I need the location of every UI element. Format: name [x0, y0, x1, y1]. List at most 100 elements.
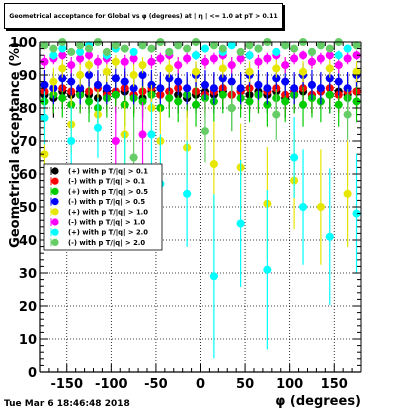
- data-point: [49, 51, 58, 60]
- data-point: [76, 47, 85, 56]
- legend-label: (-) with p T/|q| > 0.1: [68, 178, 145, 187]
- data-point: [209, 54, 218, 63]
- data-point: [209, 41, 218, 50]
- data-point: [40, 57, 49, 66]
- data-point: [218, 64, 227, 73]
- data-point: [325, 44, 334, 53]
- data-point: [343, 110, 352, 119]
- data-point: [209, 84, 218, 93]
- data-point: [290, 84, 299, 93]
- data-point: [120, 77, 129, 86]
- legend-label: (+) with p T/|q| > 0.5: [68, 188, 148, 197]
- data-point: [227, 41, 236, 50]
- data-point: [147, 130, 156, 139]
- data-point: [102, 67, 111, 76]
- legend-marker: [51, 228, 59, 236]
- data-point: [49, 77, 58, 86]
- x-tick-label: 150: [321, 377, 348, 392]
- data-point: [40, 113, 49, 122]
- data-point: [174, 41, 183, 50]
- legend-box: [43, 163, 163, 251]
- data-point: [67, 137, 76, 145]
- legend-label: (+) with p T/|q| > 1.0: [68, 208, 148, 217]
- data-point: [236, 47, 245, 56]
- data-point: [236, 84, 245, 93]
- data-point: [316, 54, 325, 63]
- data-point: [129, 84, 138, 93]
- data-point: [111, 137, 120, 145]
- data-point: [272, 74, 281, 83]
- data-point: [299, 100, 308, 109]
- y-axis-label: Geometrical acceptance (%): [8, 42, 23, 248]
- data-point: [236, 54, 245, 63]
- data-point: [263, 54, 272, 63]
- data-point: [281, 97, 290, 106]
- y-tick-label: 100: [10, 36, 37, 51]
- y-tick-label: 70: [19, 135, 37, 150]
- data-point: [245, 97, 254, 106]
- data-point: [299, 67, 308, 76]
- data-point: [40, 80, 49, 89]
- data-point: [227, 104, 236, 112]
- data-point: [352, 209, 361, 218]
- data-point: [192, 51, 201, 60]
- data-point: [138, 97, 147, 106]
- data-point: [325, 74, 334, 83]
- data-point: [200, 80, 209, 89]
- data-point: [343, 54, 352, 63]
- data-point: [192, 100, 201, 109]
- data-point: [334, 61, 343, 70]
- data-point: [40, 41, 49, 50]
- data-point: [93, 57, 102, 66]
- data-point: [209, 160, 218, 169]
- data-point: [316, 203, 325, 211]
- data-point: [343, 84, 352, 93]
- data-point: [316, 84, 325, 93]
- data-point: [156, 54, 165, 63]
- data-point: [49, 44, 58, 53]
- x-tick-label: 50: [236, 377, 254, 392]
- data-point: [111, 41, 120, 50]
- data-point: [138, 71, 147, 79]
- y-tick-label: 20: [19, 300, 37, 315]
- data-point: [218, 74, 227, 83]
- data-point: [111, 90, 120, 99]
- data-point: [254, 80, 263, 89]
- data-point: [147, 44, 156, 53]
- data-point: [245, 67, 254, 76]
- data-point: [299, 203, 308, 211]
- y-tick-label: 30: [19, 267, 37, 282]
- data-point: [307, 47, 316, 56]
- data-point: [334, 100, 343, 109]
- legend-label: (-) with p T/|q| > 1.0: [68, 219, 145, 228]
- data-point: [272, 110, 281, 119]
- data-point: [334, 77, 343, 86]
- legend-marker: [51, 208, 59, 216]
- chart-title-box: Geometrical acceptance for Global vs φ (…: [4, 3, 283, 29]
- data-point: [183, 54, 192, 63]
- data-point: [263, 265, 272, 274]
- data-point: [93, 123, 102, 132]
- data-point: [299, 51, 308, 60]
- data-point: [129, 54, 138, 63]
- data-point: [138, 130, 147, 139]
- data-point: [165, 74, 174, 83]
- data-point: [236, 219, 245, 228]
- data-point: [290, 153, 299, 162]
- data-point: [352, 97, 361, 106]
- legend-marker: [51, 177, 59, 185]
- x-tick-label: 0: [196, 377, 205, 392]
- data-point: [183, 44, 192, 53]
- y-tick-label: 0: [28, 366, 37, 381]
- data-point: [218, 90, 227, 99]
- data-point: [76, 54, 85, 63]
- data-point: [254, 57, 263, 66]
- data-point: [174, 77, 183, 86]
- data-point: [58, 94, 67, 103]
- data-point: [58, 51, 67, 60]
- y-tick-label: 80: [19, 102, 37, 117]
- data-point: [120, 57, 129, 66]
- legend-label: (-) with p T/|q| > 2.0: [68, 239, 145, 248]
- data-point: [218, 44, 227, 53]
- data-point: [325, 64, 334, 73]
